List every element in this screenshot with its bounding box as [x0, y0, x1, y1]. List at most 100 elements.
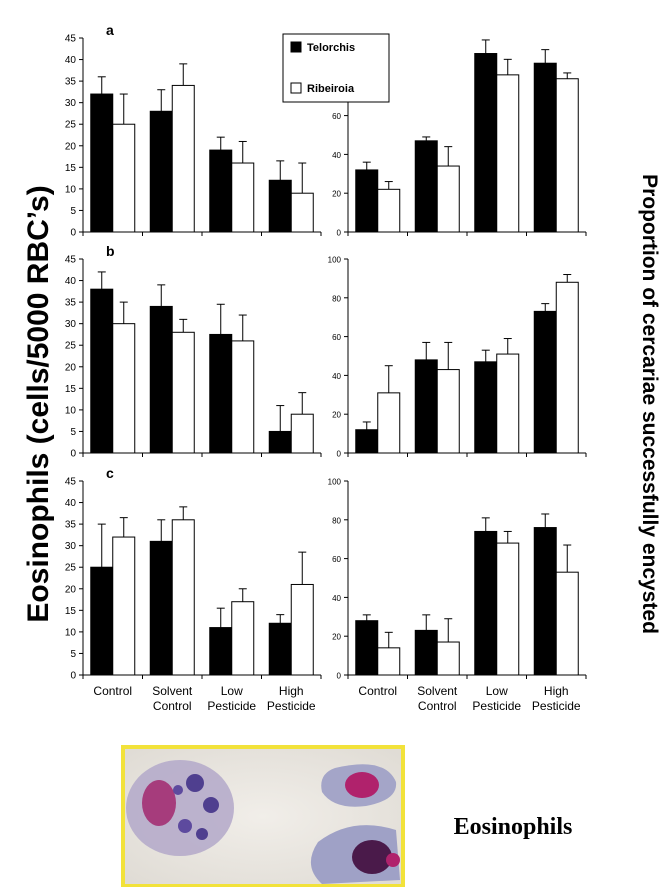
legend-label-telorchis: Telorchis — [307, 42, 355, 54]
bar-ribeiroia-1 — [112, 323, 136, 454]
bar-ribeiroia-1 — [377, 392, 401, 454]
y-tick-label: 20 — [332, 633, 341, 642]
bar-telorchis-3 — [474, 361, 498, 454]
bar-ribeiroia-3 — [231, 601, 255, 676]
bar-telorchis-4 — [533, 527, 557, 676]
legend-swatch-ribeiroia — [290, 82, 302, 94]
y-tick-label: 60 — [332, 333, 341, 342]
y-tick-label: 0 — [70, 671, 76, 682]
bar-ribeiroia-1 — [377, 647, 401, 676]
y-tick-label: 40 — [332, 151, 341, 160]
chart-panel-b-eosinophils: 0 5 10 15 20 25 30 35 40 45 b — [65, 243, 322, 460]
bar-ribeiroia-2 — [171, 331, 195, 454]
y-tick-label: 10 — [65, 627, 77, 638]
category-label: Low Pesticide — [207, 684, 256, 713]
y-axis-title: Eosinophils (cells/5000 RBC’s) — [22, 185, 55, 622]
bar-ribeiroia-3 — [496, 353, 520, 454]
y-tick-label: 40 — [65, 55, 77, 66]
bar-ribeiroia-1 — [112, 123, 136, 233]
granule — [203, 797, 219, 813]
y-tick-label: 40 — [332, 594, 341, 603]
y-tick-label: 35 — [65, 298, 77, 309]
bar-ribeiroia-1 — [112, 536, 136, 676]
granule — [186, 774, 204, 792]
y-tick-label: 15 — [65, 163, 77, 174]
bar-telorchis-1 — [90, 93, 114, 233]
eosinophil-nucleus-2 — [345, 772, 379, 798]
chart-root: 051015202530354045a020406080100051015202… — [65, 22, 587, 713]
bar-telorchis-1 — [355, 620, 379, 676]
bar-ribeiroia-3 — [496, 542, 520, 676]
y-tick-label: 10 — [65, 405, 77, 416]
y-tick-label: 30 — [65, 98, 77, 109]
y-tick-label: 0 — [337, 229, 342, 238]
y-tick-label: 20 — [332, 190, 341, 199]
micrograph-border — [121, 745, 405, 887]
y-tick-label: 5 — [70, 427, 76, 438]
bar-ribeiroia-2 — [436, 165, 460, 233]
category-label: Control — [358, 684, 397, 698]
y-tick-label: 80 — [332, 516, 341, 525]
y-tick-label: 45 — [65, 255, 77, 266]
y-tick-label: 0 — [70, 449, 76, 460]
bar-telorchis-4 — [533, 62, 557, 233]
y-tick-label: 60 — [332, 112, 341, 121]
bar-telorchis-1 — [90, 566, 114, 676]
bar-telorchis-2 — [149, 110, 173, 233]
granule — [178, 819, 192, 833]
bar-ribeiroia-2 — [436, 369, 460, 454]
y-tick-label: 10 — [65, 184, 77, 195]
bar-ribeiroia-2 — [171, 519, 195, 676]
bar-telorchis-2 — [414, 359, 438, 454]
y-tick-label: 35 — [65, 77, 77, 88]
bar-ribeiroia-2 — [436, 641, 460, 676]
panel-label-b: b — [106, 243, 115, 259]
category-label: Control — [93, 684, 132, 698]
y-tick-label: 20 — [65, 584, 77, 595]
y-tick-label: 35 — [65, 520, 77, 531]
legend-label-ribeiroia: Ribeiroia — [307, 83, 355, 95]
y-tick-label: 5 — [70, 206, 76, 217]
bar-telorchis-1 — [355, 429, 379, 454]
category-label: Solvent Control — [417, 684, 458, 713]
granule — [196, 828, 208, 840]
y-tick-label: 80 — [332, 294, 341, 303]
y-tick-label: 15 — [65, 606, 77, 617]
y-tick-label: 25 — [65, 120, 77, 131]
eosinophil-nucleus-1 — [142, 780, 176, 826]
y-tick-label: 30 — [65, 319, 77, 330]
bar-telorchis-3 — [209, 627, 233, 676]
bar-ribeiroia-3 — [231, 162, 255, 233]
y-tick-label: 100 — [328, 478, 342, 487]
chart-panel-a-eosinophils: 0 5 10 15 20 25 30 35 40 45 a — [65, 22, 322, 239]
y-tick-label: 45 — [65, 477, 77, 488]
bar-telorchis-3 — [474, 530, 498, 676]
legend-swatch-telorchis — [290, 41, 302, 53]
y-tick-label: 40 — [332, 372, 341, 381]
y-tick-label: 20 — [65, 362, 77, 373]
bar-ribeiroia-4 — [555, 281, 579, 454]
bar-telorchis-3 — [209, 149, 233, 233]
chart-panel-b-encysted: 0 20 40 60 80 100 — [328, 256, 587, 459]
y-tick-label: 100 — [328, 256, 342, 265]
micrograph — [121, 745, 405, 887]
category-label: High Pesticide — [532, 684, 581, 713]
bar-telorchis-4 — [268, 430, 292, 454]
bar-telorchis-2 — [149, 540, 173, 676]
panel-label-a: a — [106, 22, 114, 38]
bar-ribeiroia-4 — [290, 192, 314, 233]
granule — [173, 785, 183, 795]
y2-axis-title: Proportion of cercariae successfully enc… — [638, 174, 661, 634]
category-label: Solvent Control — [152, 684, 193, 713]
bar-telorchis-1 — [90, 288, 114, 454]
bar-ribeiroia-4 — [290, 413, 314, 454]
y-tick-label: 5 — [70, 649, 76, 660]
y-tick-label: 40 — [65, 498, 77, 509]
y-tick-label: 30 — [65, 541, 77, 552]
micrograph-label: Eosinophils — [454, 814, 573, 840]
bar-ribeiroia-3 — [231, 340, 255, 454]
y-tick-label: 20 — [65, 141, 77, 152]
bar-telorchis-3 — [209, 333, 233, 454]
y-tick-label: 0 — [337, 672, 342, 681]
